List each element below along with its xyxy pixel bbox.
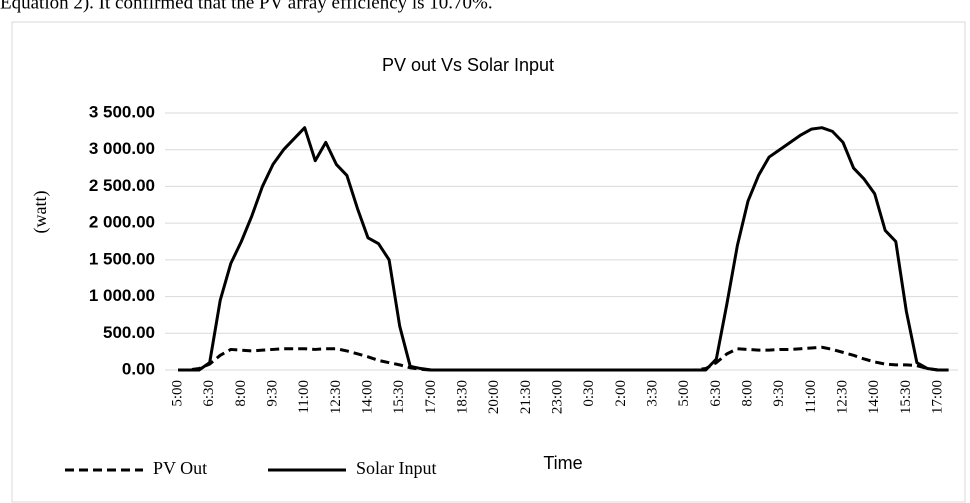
x-axis-label: Time xyxy=(543,453,582,473)
x-tick-label: 5:00 xyxy=(169,380,185,407)
y-tick-label: 3 500.00 xyxy=(89,102,155,121)
x-tick-label: 5:00 xyxy=(676,380,692,407)
x-tick-label: 11:00 xyxy=(803,380,819,414)
x-tick-label: 6:30 xyxy=(201,380,217,407)
x-tick-label: 12:30 xyxy=(834,380,850,414)
x-tick-label: 15:30 xyxy=(898,380,914,414)
y-tick-label: 2 000.00 xyxy=(89,213,155,232)
x-tick-label: 18:30 xyxy=(454,380,470,414)
y-axis-label: (watt) xyxy=(30,191,51,234)
x-tick-label: 9:30 xyxy=(771,380,787,407)
x-tick-label: 3:30 xyxy=(644,380,660,407)
legend-label: PV Out xyxy=(153,458,207,478)
x-tick-label: 23:00 xyxy=(549,380,565,414)
x-tick-label: 14:00 xyxy=(866,380,882,414)
x-tick-label: 8:00 xyxy=(739,380,755,407)
y-tick-label: 2 500.00 xyxy=(89,176,155,195)
legend-label: Solar Input xyxy=(356,458,437,478)
x-tick-label: 21:30 xyxy=(518,380,534,414)
series-line xyxy=(178,345,949,372)
series-line xyxy=(178,126,949,372)
x-tick-label: 8:00 xyxy=(233,380,249,407)
y-tick-label: 0.00 xyxy=(122,359,155,378)
chart-title: PV out Vs Solar Input xyxy=(382,55,554,75)
x-tick-label: 0:30 xyxy=(581,380,597,407)
text-above: Equation 2). It confirmed that the PV ar… xyxy=(0,0,493,13)
x-tick-label: 20:00 xyxy=(486,380,502,414)
x-tick-label: 6:30 xyxy=(708,380,724,407)
x-tick-label: 12:30 xyxy=(328,380,344,414)
x-tick-label: 11:00 xyxy=(296,380,312,414)
y-tick-label: 3 000.00 xyxy=(89,139,155,158)
x-tick-label: 15:30 xyxy=(391,380,407,414)
x-tick-label: 17:00 xyxy=(423,380,439,414)
x-tick-label: 17:00 xyxy=(929,380,945,414)
x-tick-label: 14:00 xyxy=(359,380,375,414)
y-tick-label: 500.00 xyxy=(103,323,155,342)
chart-frame xyxy=(11,21,966,503)
x-tick-label: 2:00 xyxy=(613,380,629,407)
y-tick-label: 1 000.00 xyxy=(89,286,155,305)
y-tick-label: 1 500.00 xyxy=(89,249,155,268)
x-tick-label: 9:30 xyxy=(264,380,280,407)
